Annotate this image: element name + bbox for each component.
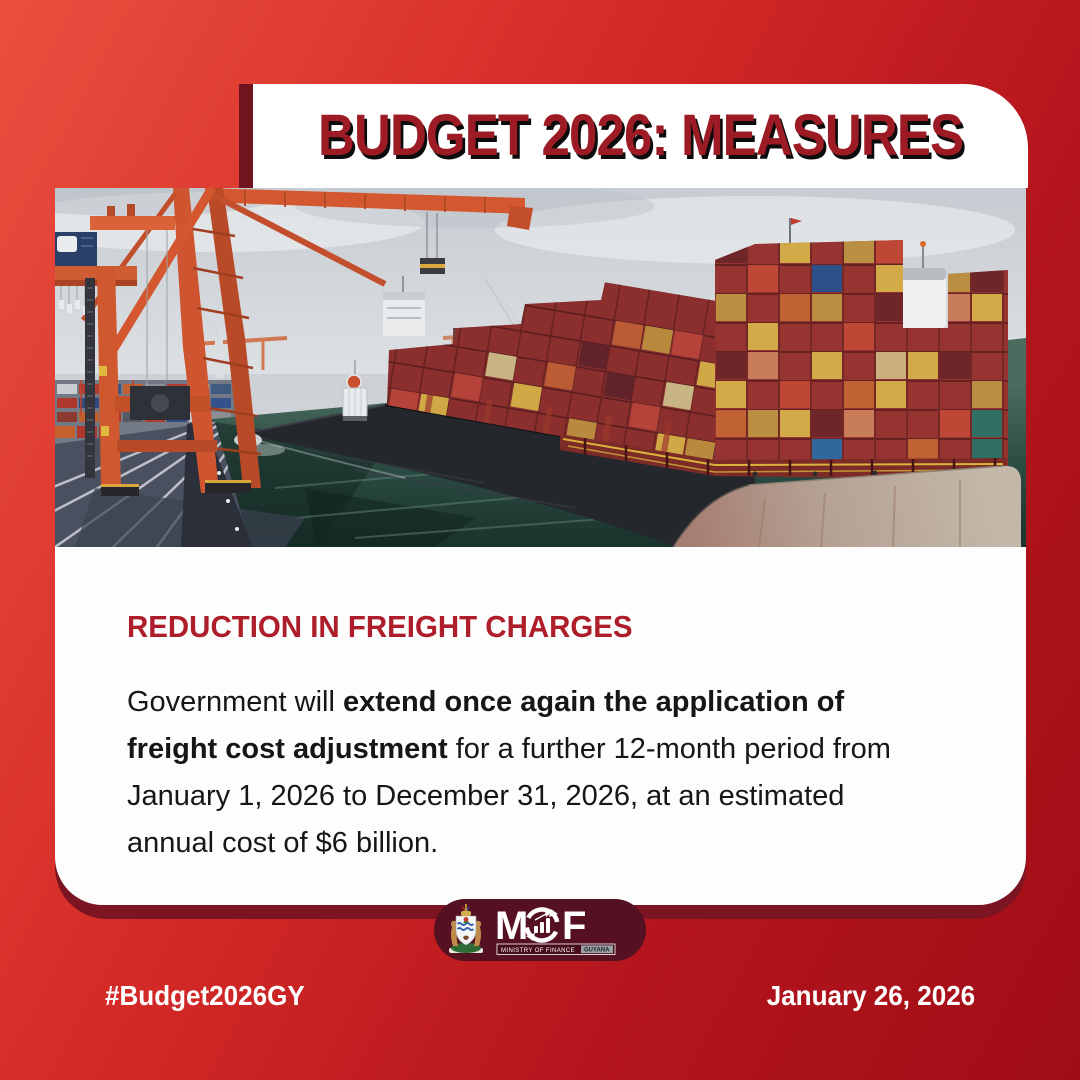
paragraph-part-bold: extend once again the application of fre…	[127, 686, 845, 765]
ship-funnel	[789, 218, 946, 328]
container-stacks-stern	[715, 240, 1008, 475]
hashtag-label: #Budget2026GY	[105, 980, 305, 1011]
section-heading: REDUCTION IN FREIGHT CHARGES	[127, 609, 633, 644]
measure-paragraph: Government will extend once again the ap…	[127, 679, 932, 867]
title-band: BUDGET 2026: MEASURES	[239, 84, 1028, 188]
card-body: REDUCTION IN FREIGHT CHARGES Government …	[55, 547, 1026, 867]
port-photo	[55, 188, 1026, 547]
lashing-bridge-band	[560, 434, 1007, 480]
mof-letter-f: F	[562, 904, 586, 948]
gantry-crane	[55, 188, 533, 496]
ship-superstructure	[383, 276, 425, 336]
mof-o-icon	[524, 907, 560, 943]
paragraph-part: for a further 12-month period from Janua…	[127, 733, 891, 859]
title-accent-bar	[239, 84, 253, 188]
ministry-name: MINISTRY OF FINANCE	[501, 948, 575, 954]
paragraph-part: Government will	[127, 686, 343, 718]
mof-logo-pill: M F MINISTRY OF FINANCE GUYANA	[434, 899, 646, 961]
rescue-basket	[342, 360, 368, 421]
ministry-name-strip: MINISTRY OF FINANCE GUYANA	[496, 943, 616, 955]
content-card: REDUCTION IN FREIGHT CHARGES Government …	[55, 188, 1026, 905]
ministry-country: GUYANA	[584, 948, 610, 954]
mof-logo: M F MINISTRY OF FINANCE GUYANA	[449, 904, 616, 955]
stern-plate	[672, 465, 1021, 547]
date-label: January 26, 2026	[766, 980, 975, 1011]
page-title: BUDGET 2026: MEASURES	[317, 103, 964, 168]
mof-letter-m: M	[495, 904, 528, 948]
guyana-coat-of-arms-icon	[449, 904, 483, 953]
